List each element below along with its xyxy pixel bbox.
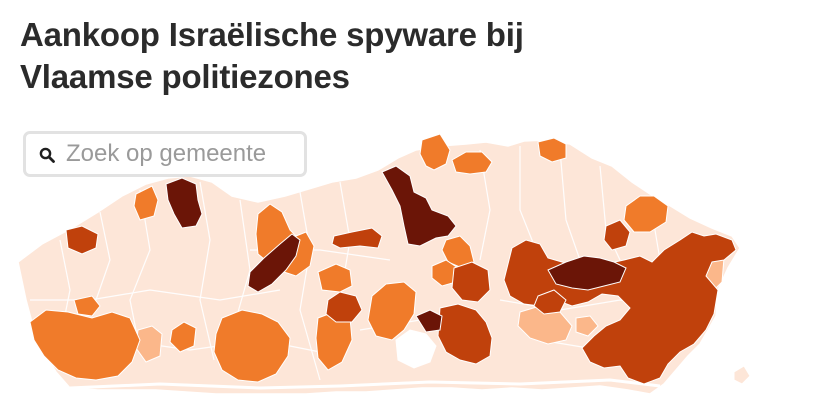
- zone-medium-7: [317, 263, 353, 293]
- zone-high-2: [331, 227, 383, 249]
- zone-light-4: [575, 315, 599, 337]
- zones-medium: [29, 133, 669, 383]
- zone-medium-12: [537, 137, 567, 163]
- zone-medium-3: [133, 185, 159, 221]
- zone-high-3: [325, 291, 363, 323]
- zone-very-high-3: [381, 165, 457, 247]
- zone-medium-11: [451, 151, 493, 175]
- zone-medium-5: [213, 309, 291, 383]
- zone-medium-14: [623, 195, 669, 233]
- search-icon: [39, 147, 55, 163]
- language-border: [69, 378, 661, 390]
- brussels-region: [395, 329, 437, 369]
- search-input[interactable]: [66, 138, 302, 170]
- page-title: Aankoop Israëlische spyware bij Vlaamse …: [20, 14, 660, 98]
- zone-medium-2: [73, 295, 101, 317]
- zone-very-high-5: [547, 255, 627, 291]
- zone-medium-9: [367, 281, 417, 341]
- zone-very-high-4: [415, 309, 443, 333]
- zone-very-high-2: [247, 233, 301, 293]
- zone-medium-10: [419, 133, 451, 171]
- zone-high-4: [451, 261, 491, 303]
- zone-high-7: [603, 219, 631, 251]
- zone-very-high-1: [165, 177, 203, 229]
- search-box[interactable]: [23, 131, 307, 177]
- title-line-1: Aankoop Israëlische spyware bij: [20, 16, 524, 53]
- title-line-2: Vlaamse politiezones: [20, 58, 350, 95]
- zone-high-1: [65, 225, 99, 255]
- zone-medium-4: [169, 321, 197, 353]
- zone-small-none: [733, 365, 751, 385]
- zone-high-5: [437, 303, 493, 365]
- zones-very-high: [165, 165, 627, 333]
- zone-high-8: [533, 289, 567, 315]
- zone-medium-1: [29, 309, 141, 381]
